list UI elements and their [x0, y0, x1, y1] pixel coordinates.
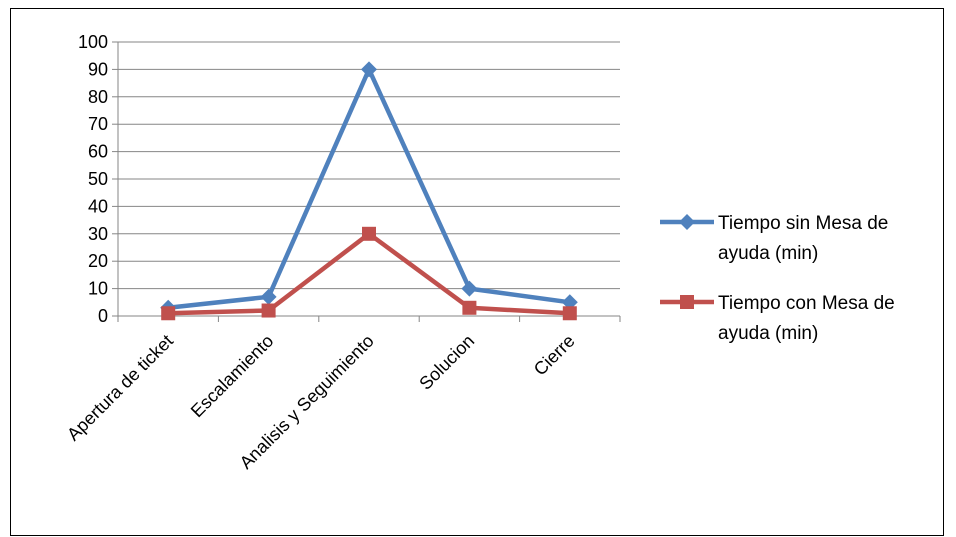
chart-frame — [10, 8, 944, 536]
x-tick-label: Solucion — [415, 331, 478, 394]
series-2-point — [562, 306, 577, 321]
gridlines — [118, 41, 620, 290]
series-2-point — [261, 303, 276, 318]
series-2-point — [462, 300, 477, 315]
x-tick-label: Apertura de ticket — [63, 331, 177, 445]
series-1-line — [167, 67, 571, 311]
y-tick-label: 50 — [88, 169, 108, 189]
axes — [112, 41, 621, 322]
y-tick-label: 10 — [88, 279, 108, 299]
y-tick-label: 0 — [98, 306, 108, 326]
series-1 — [160, 61, 578, 316]
y-tick-label: 80 — [88, 87, 108, 107]
y-tick-label: 90 — [88, 59, 108, 79]
legend: Tiempo sin Mesa de ayuda (min) Tiempo con … — [660, 213, 895, 344]
legend-label: Tiempo con Mesa de ayuda (min) — [718, 293, 895, 344]
legend-entry-1: Tiempo sin Mesa de ayuda (min) — [660, 213, 888, 264]
y-tick-label: 20 — [88, 251, 108, 271]
legend-label: Tiempo sin Mesa de ayuda (min) — [718, 213, 888, 264]
series-1-point — [461, 280, 478, 297]
y-tick-label: 40 — [88, 196, 108, 216]
series-2-point — [362, 226, 376, 241]
series-1-point — [260, 288, 277, 305]
series-1-point — [361, 61, 377, 78]
series-2 — [161, 226, 577, 321]
x-tick-label: Cierre — [530, 331, 579, 380]
y-tick-label: 60 — [88, 142, 108, 162]
legend-marker — [680, 295, 694, 309]
y-axis-ticks: 0 10 20 30 40 50 60 70 80 90 100 — [78, 32, 108, 326]
y-tick-label: 100 — [78, 32, 108, 52]
x-tick-label: Escalamiento — [187, 331, 278, 422]
series-2-point — [161, 306, 176, 321]
legend-marker — [679, 214, 695, 230]
series-layer — [160, 61, 578, 321]
legend-entry-2: Tiempo con Mesa de ayuda (min) — [660, 293, 895, 344]
y-tick-label: 30 — [88, 224, 108, 244]
y-tick-label: 70 — [88, 114, 108, 134]
